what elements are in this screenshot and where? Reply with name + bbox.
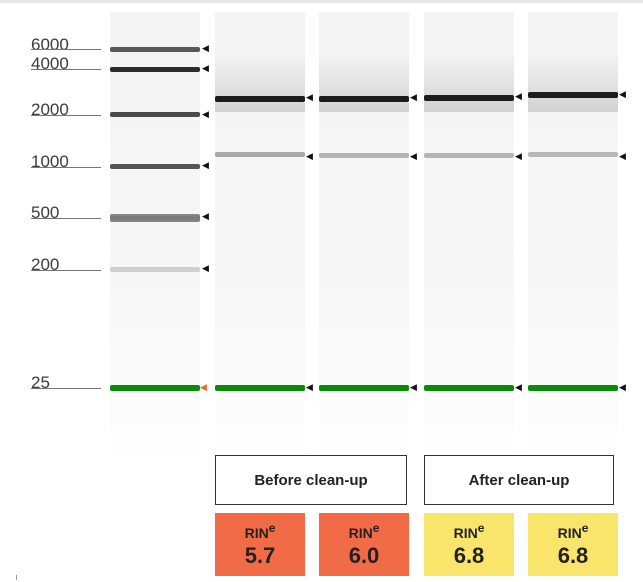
ladder-guide-1000 (31, 167, 101, 168)
sample-arrow-icon: ◀ (306, 93, 313, 102)
ladder-guide-2000 (31, 115, 101, 116)
sample-arrow-icon: ◀ (410, 152, 417, 161)
rin-box-2: RINe 6.0 (319, 513, 409, 576)
ladder-guide-6000 (31, 49, 101, 50)
ladder-marker-arrow-icon: ◀ (200, 383, 207, 392)
sample-band-marker (528, 385, 618, 391)
rin-label: RINe (424, 520, 514, 541)
sample-band-marker (215, 385, 305, 391)
sample-arrow-icon: ◀ (619, 383, 626, 392)
ladder-lane (110, 12, 200, 462)
rin-box-4: RINe 6.8 (528, 513, 618, 576)
ladder-guide-500 (31, 218, 101, 219)
rin-value-3: 6.8 (424, 543, 514, 569)
sample-arrow-icon: ◀ (410, 93, 417, 102)
sample-arrow-icon: ◀ (306, 383, 313, 392)
ladder-arrow-icon: ◀ (202, 110, 209, 119)
rin-label: RINe (215, 520, 305, 541)
ladder-arrow-icon: ◀ (202, 44, 209, 53)
ladder-band-200 (110, 267, 200, 272)
sample-lane-4 (528, 12, 618, 462)
sample-arrow-icon: ◀ (619, 152, 626, 161)
sample-band-high (319, 96, 409, 102)
sample-lane-1 (215, 12, 305, 462)
corner-tick (16, 575, 17, 580)
sample-lane-3 (424, 12, 514, 462)
ladder-band-25 (110, 385, 200, 391)
sample-arrow-icon: ◀ (306, 152, 313, 161)
sample-band-high (528, 92, 618, 98)
sample-arrow-icon: ◀ (515, 152, 522, 161)
rin-box-1: RINe 5.7 (215, 513, 305, 576)
sample-band-mid (528, 152, 618, 157)
sample-band-mid (215, 152, 305, 157)
rin-label: RINe (528, 520, 618, 541)
sample-lane-2 (319, 12, 409, 462)
sample-band-high (424, 95, 514, 101)
ladder-arrow-icon: ◀ (202, 264, 209, 273)
sample-band-mid (424, 153, 514, 158)
sample-band-marker (424, 385, 514, 391)
rin-label: RINe (319, 520, 409, 541)
ladder-band-500 (110, 214, 200, 222)
ladder-guide-4000 (31, 69, 101, 70)
sample-arrow-icon: ◀ (410, 383, 417, 392)
ladder-band-1000 (110, 164, 200, 169)
rin-box-3: RINe 6.8 (424, 513, 514, 576)
rin-value-4: 6.8 (528, 543, 618, 569)
ladder-guide-25 (31, 388, 101, 389)
sample-arrow-icon: ◀ (619, 90, 626, 99)
sample-arrow-icon: ◀ (515, 92, 522, 101)
ladder-band-4000 (110, 67, 200, 72)
ladder-band-6000 (110, 47, 200, 52)
sample-band-mid (319, 153, 409, 158)
ladder-arrow-icon: ◀ (202, 161, 209, 170)
sample-arrow-icon: ◀ (515, 383, 522, 392)
rin-value-1: 5.7 (215, 543, 305, 569)
ladder-guide-200 (31, 270, 101, 271)
ladder-arrow-icon: ◀ (202, 212, 209, 221)
sample-band-high (215, 96, 305, 102)
ladder-arrow-icon: ◀ (202, 64, 209, 73)
ladder-band-2000 (110, 112, 200, 117)
sample-band-marker (319, 385, 409, 391)
before-cleanup-label: Before clean-up (215, 455, 407, 505)
rin-value-2: 6.0 (319, 543, 409, 569)
after-cleanup-label: After clean-up (424, 455, 614, 505)
ladder-label-6000: 6000 (31, 36, 69, 53)
top-border (0, 0, 643, 3)
